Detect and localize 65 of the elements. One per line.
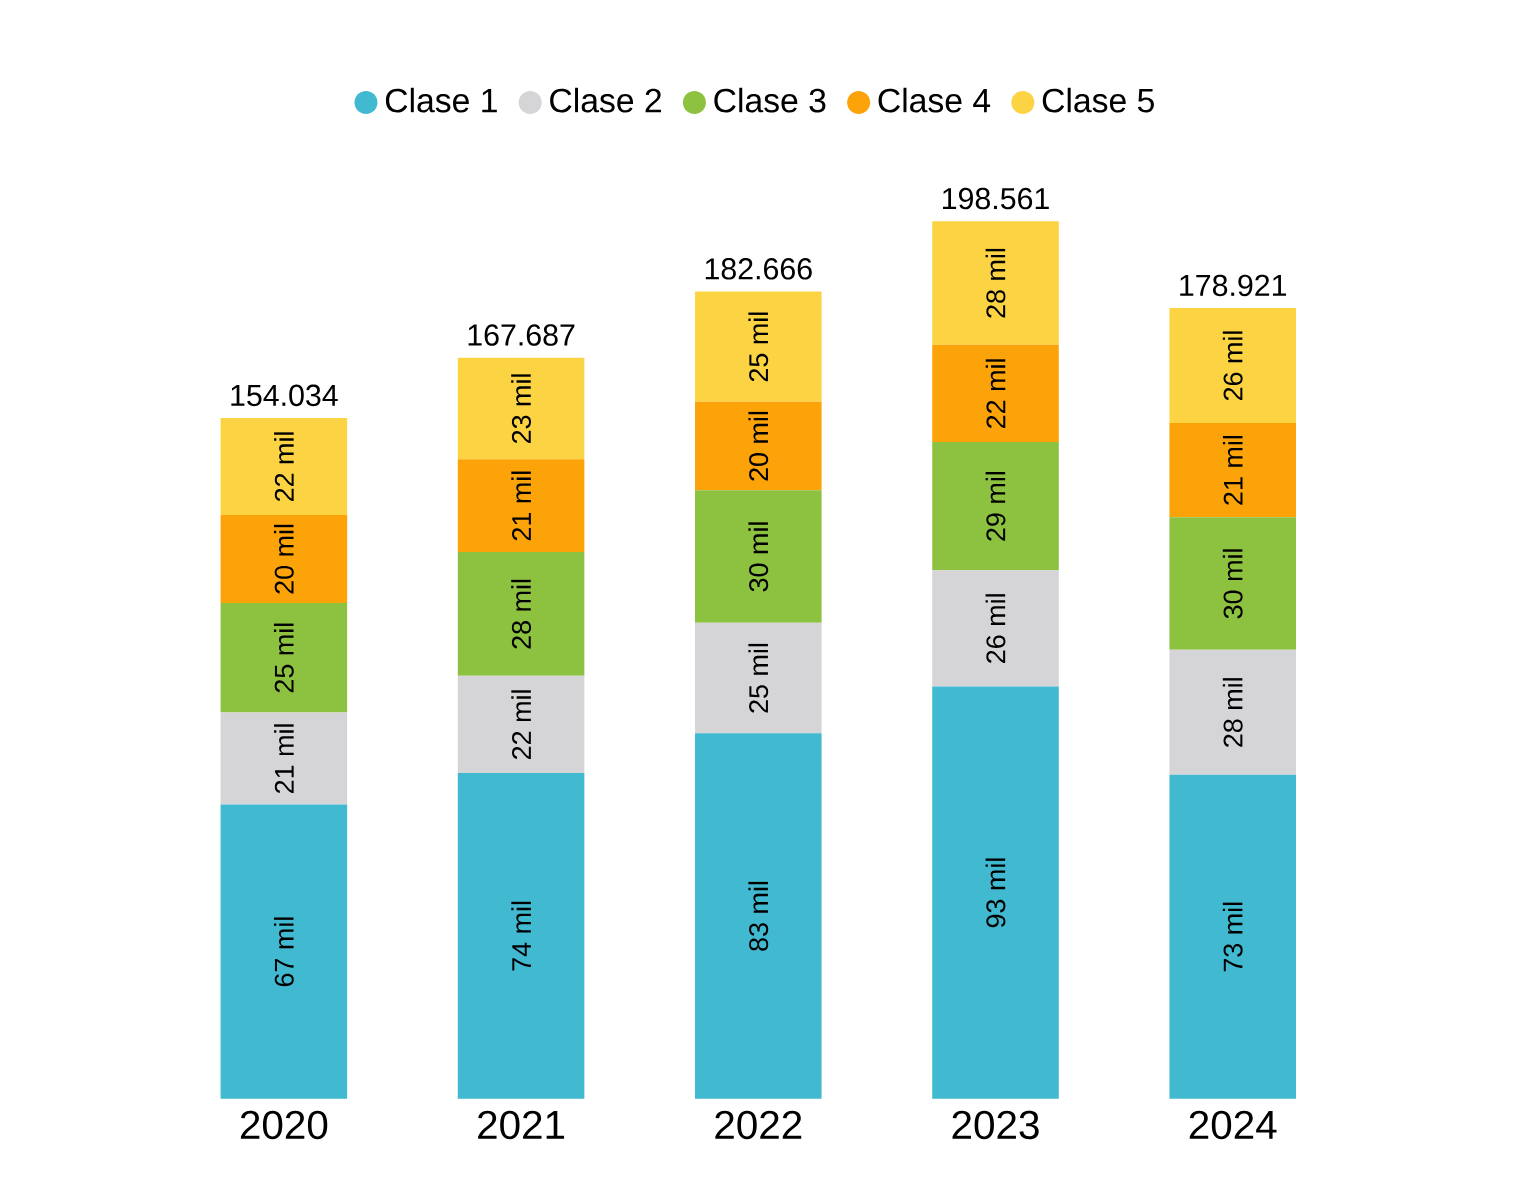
bar: [457, 459, 585, 552]
bar: [932, 441, 1059, 571]
data-label: 28 mil: [1222, 678, 1243, 747]
data-label: 20 mil: [273, 524, 294, 594]
bar: [1169, 422, 1297, 518]
data-label: 29 mil: [985, 471, 1006, 541]
data-label: 26 mil: [985, 594, 1006, 663]
total-label: 182.666: [705, 257, 812, 280]
data-label: 30 mil: [748, 522, 769, 592]
bar: [457, 357, 585, 460]
bar: [220, 514, 348, 603]
bar: [220, 417, 348, 515]
bar: [457, 675, 585, 773]
x-tick-label: 2023: [952, 1110, 1039, 1140]
bar: [932, 344, 1059, 442]
data-label: 22 mil: [985, 359, 1006, 428]
bar: [695, 733, 822, 1099]
bar: [695, 622, 822, 734]
bar: [1169, 774, 1297, 1099]
data-label: 21 mil: [274, 724, 294, 793]
total-label: 167.687: [468, 324, 575, 346]
data-label: 22 mil: [274, 432, 294, 501]
bar: [932, 570, 1059, 687]
total-label: 198.561: [943, 187, 1049, 210]
data-label: 73 mil: [1222, 902, 1243, 972]
data-label: 28 mil: [511, 579, 531, 649]
legend-label: Clase 2: [550, 87, 661, 113]
data-label: 25 mil: [748, 312, 769, 382]
data-label: 74 mil: [511, 901, 531, 971]
x-tick-label: 2022: [715, 1110, 802, 1140]
data-label: 20 mil: [748, 411, 769, 481]
data-label: 21 mil: [511, 471, 531, 541]
bar: [932, 686, 1059, 1099]
bar: [1169, 307, 1297, 423]
legend-label: Clase 1: [385, 87, 497, 113]
data-label: 25 mil: [273, 623, 294, 693]
bar: [932, 221, 1059, 345]
legend-label: Clase 5: [1042, 87, 1154, 113]
data-label: 30 mil: [1222, 549, 1243, 619]
data-label: 25 mil: [748, 643, 769, 713]
bar: [457, 551, 585, 676]
x-tick-label: 2020: [240, 1110, 328, 1140]
legend-label: Clase 3: [714, 87, 826, 113]
data-label: 21 mil: [1222, 435, 1243, 505]
data-label: 26 mil: [1222, 331, 1243, 401]
data-label: 28 mil: [985, 248, 1006, 318]
bar: [220, 712, 348, 805]
data-label: 22 mil: [511, 690, 531, 759]
bar: [695, 291, 822, 402]
data-label: 23 mil: [511, 374, 531, 443]
bar: [1169, 649, 1297, 775]
legend-label: Clase 4: [878, 87, 991, 113]
data-label: 83 mil: [748, 881, 769, 951]
bar: [695, 401, 822, 491]
total-label: 178.921: [1180, 274, 1287, 297]
bar: [695, 490, 822, 623]
data-label: 67 mil: [273, 917, 294, 987]
bar: [220, 602, 348, 713]
bar: [457, 772, 585, 1099]
x-tick-label: 2021: [478, 1110, 565, 1140]
total-label: 154.034: [231, 384, 338, 407]
bar: [220, 804, 348, 1099]
x-tick-label: 2024: [1189, 1110, 1277, 1140]
data-label: 93 mil: [985, 858, 1006, 928]
bar: [1169, 517, 1297, 650]
